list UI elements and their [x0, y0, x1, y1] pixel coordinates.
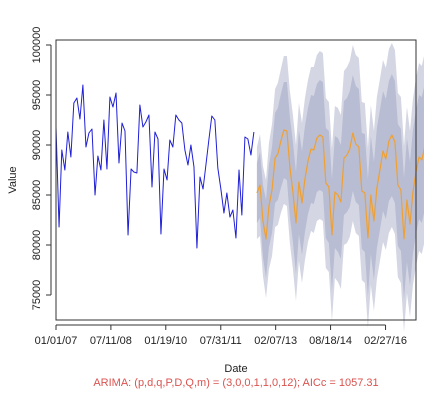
- band-80: [256, 74, 424, 300]
- confidence-bands: [256, 43, 424, 332]
- x-tick-label: 01/01/07: [35, 335, 78, 347]
- x-tick-label: 07/31/11: [200, 335, 242, 347]
- y-tick-label: 95000: [31, 80, 43, 111]
- plot-frame: [55, 39, 417, 321]
- x-axis-title: Date: [224, 363, 247, 375]
- series-lines: [55, 84, 424, 249]
- x-tick-label: 02/27/16: [364, 335, 407, 347]
- x-tick-label: 07/11/08: [90, 335, 132, 347]
- x-tick-label: 01/19/10: [144, 335, 187, 347]
- x-axis: 01/01/07 07/11/08 01/19/10 07/31/11 02/07/13…: [35, 324, 407, 347]
- x-tick-label: 02/07/13: [254, 335, 297, 347]
- y-tick-label: 75000: [31, 280, 43, 311]
- y-axis-title: Value: [7, 166, 19, 193]
- x-tick-label: 08/18/14: [309, 335, 352, 347]
- y-tick-label: 85000: [31, 180, 43, 211]
- y-tick-label: 100000: [31, 27, 43, 64]
- forecast-line: [256, 129, 424, 240]
- observed-line: [55, 84, 255, 249]
- model-caption: ARIMA: (p,d,q,P,D,Q,m) = (3,0,0,1,1,0,12…: [93, 377, 378, 389]
- y-tick-label: 90000: [31, 130, 43, 161]
- y-axis: 75000 80000 85000 90000 95000 100000: [31, 27, 52, 311]
- y-tick-label: 80000: [31, 230, 43, 261]
